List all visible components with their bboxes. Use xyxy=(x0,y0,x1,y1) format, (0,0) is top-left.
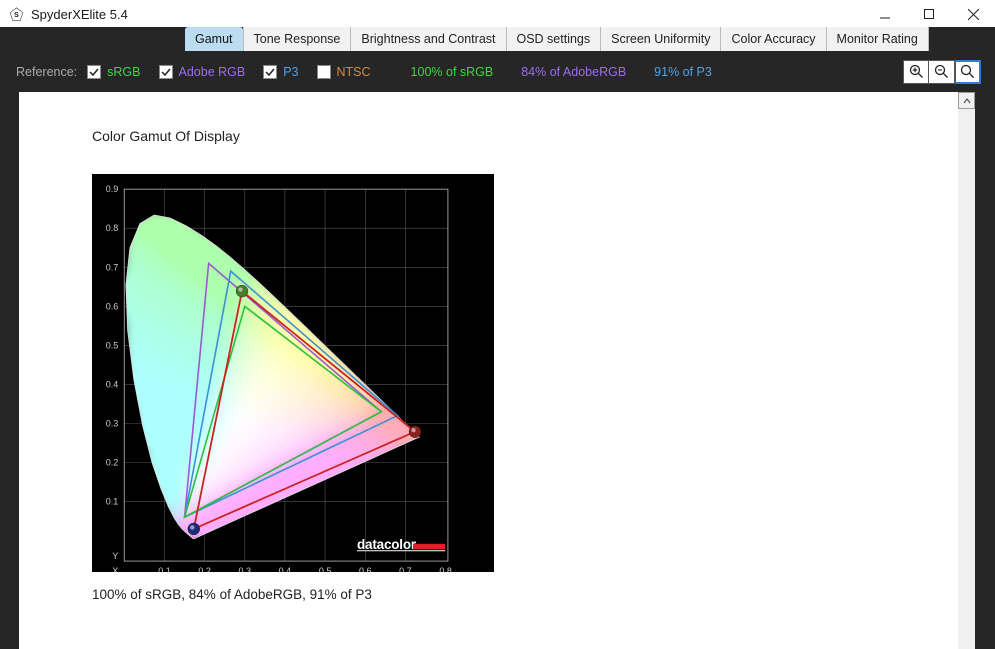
svg-text:0.5: 0.5 xyxy=(319,566,332,572)
svg-text:Y: Y xyxy=(112,551,118,561)
svg-text:0.6: 0.6 xyxy=(359,566,372,572)
svg-text:0.8: 0.8 xyxy=(439,566,452,572)
svg-text:X: X xyxy=(112,566,118,572)
svg-text:0.7: 0.7 xyxy=(399,566,412,572)
svg-text:0.6: 0.6 xyxy=(106,301,119,311)
svg-text:0.7: 0.7 xyxy=(106,262,119,272)
svg-text:0.5: 0.5 xyxy=(106,340,119,350)
svg-text:datacolor: datacolor xyxy=(357,537,417,552)
svg-text:0.3: 0.3 xyxy=(106,419,119,429)
svg-text:0.8: 0.8 xyxy=(106,223,119,233)
svg-text:S: S xyxy=(14,11,19,18)
svg-text:0.1: 0.1 xyxy=(106,497,119,507)
svg-text:0.3: 0.3 xyxy=(239,566,252,572)
svg-text:0.4: 0.4 xyxy=(279,566,292,572)
svg-text:0.2: 0.2 xyxy=(198,566,211,572)
svg-text:0.1: 0.1 xyxy=(158,566,171,572)
svg-text:0.2: 0.2 xyxy=(106,458,119,468)
svg-text:0.9: 0.9 xyxy=(106,184,119,194)
svg-text:0.4: 0.4 xyxy=(106,379,119,389)
